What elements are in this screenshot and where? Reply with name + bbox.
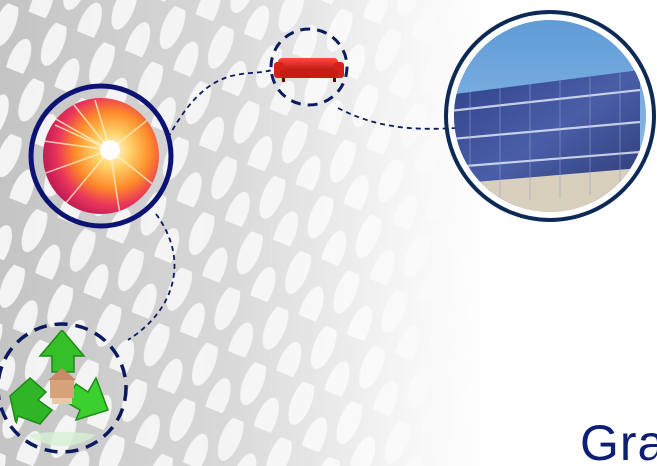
recycle-symbol-image xyxy=(0,322,128,454)
solar-frame-ring xyxy=(444,10,656,222)
connector-sofa-solar xyxy=(337,107,457,130)
burst-frame-ring xyxy=(28,83,174,229)
dashed-connectors xyxy=(127,69,457,341)
connector-burst-recycle xyxy=(127,213,176,341)
connector-burst-sofa xyxy=(167,69,273,139)
light-burst-photo xyxy=(28,83,174,229)
slide-title-fragment: Gra xyxy=(580,415,657,466)
solar-panels-photo xyxy=(444,10,656,222)
red-sofa-image xyxy=(269,27,349,107)
